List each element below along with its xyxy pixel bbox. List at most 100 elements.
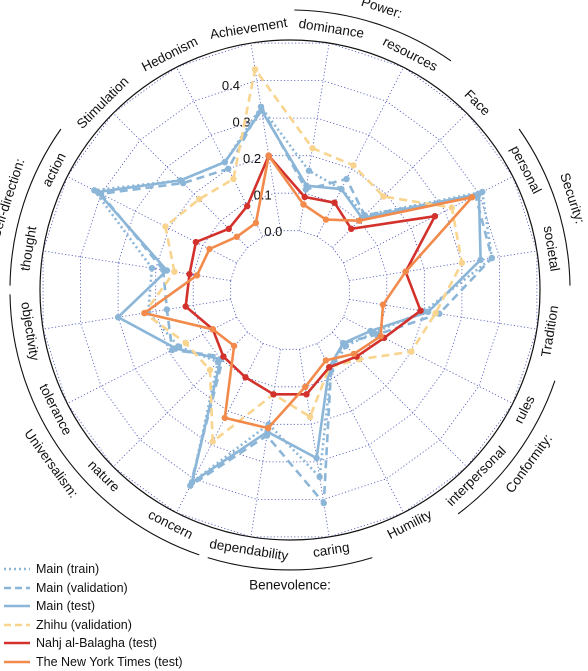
- legend-item: Zhihu (validation): [4, 616, 254, 635]
- data-point: [221, 158, 228, 166]
- radial-tick-label: 0.1: [254, 187, 272, 202]
- axis-label-face: Face: [461, 87, 493, 119]
- data-point: [306, 413, 314, 420]
- data-point: [322, 357, 330, 364]
- grid-spoke: [250, 43, 281, 231]
- axis-labels: thoughtactionStimulationHedonismAchievem…: [17, 15, 562, 564]
- group-arc: [518, 128, 571, 286]
- axis-label-objectivity: objectivity: [18, 301, 42, 362]
- legend-item: Main (test): [4, 597, 254, 616]
- group-label-security-: Security:: [557, 171, 587, 226]
- radial-tick-label: 0.0: [264, 224, 282, 239]
- series-line: [93, 105, 494, 484]
- data-point: [225, 165, 232, 172]
- grid-spoke: [43, 299, 231, 330]
- radial-tick-label: 0.3: [232, 114, 250, 129]
- grid-spoke: [349, 250, 537, 281]
- data-point: [302, 383, 309, 390]
- group-label-benevolence-: Benevolence:: [249, 578, 331, 593]
- legend-swatch: [4, 567, 30, 571]
- data-point: [303, 391, 310, 398]
- legend-label: Main (validation): [36, 580, 128, 595]
- data-point: [258, 107, 265, 114]
- data-point: [380, 193, 387, 200]
- legend-label: Nahj al-Balagha (test): [36, 636, 157, 651]
- data-point: [94, 188, 101, 196]
- data-point: [265, 152, 272, 159]
- data-point: [192, 238, 200, 246]
- data-point: [206, 245, 213, 253]
- data-point: [379, 301, 387, 308]
- data-point: [326, 364, 333, 371]
- axis-label-achievement: Achievement: [209, 15, 289, 42]
- data-point: [468, 194, 476, 201]
- axis-label-stimulation: Stimulation: [74, 74, 132, 132]
- data-point: [431, 213, 439, 220]
- data-point: [206, 366, 214, 374]
- data-point: [348, 225, 355, 232]
- data-point: [209, 438, 216, 445]
- series-5: [141, 152, 476, 432]
- data-point: [488, 254, 496, 262]
- data-point: [196, 196, 203, 203]
- grid-ring-4: [80, 80, 500, 500]
- data-point: [270, 391, 277, 398]
- legend-swatch: [4, 641, 30, 645]
- data-point: [251, 66, 259, 73]
- data-point: [331, 199, 338, 206]
- group-arc: [9, 294, 200, 556]
- data-point: [367, 327, 374, 335]
- axis-label-thought: thought: [17, 225, 39, 272]
- data-point: [193, 272, 201, 279]
- data-point: [171, 268, 178, 275]
- data-point: [343, 175, 350, 183]
- legend-item: Nahj al-Balagha (test): [4, 634, 254, 653]
- grid-spoke: [349, 299, 537, 330]
- grid-spoke: [299, 349, 330, 537]
- grid-spoke: [67, 316, 237, 404]
- group-arc: [457, 380, 556, 515]
- data-point: [172, 345, 179, 352]
- grid-ring-0: [230, 230, 350, 350]
- data-point: [402, 268, 409, 275]
- group-label-power-: Power:: [359, 0, 404, 21]
- data-point: [300, 201, 307, 208]
- data-point: [322, 216, 330, 223]
- data-point: [356, 217, 363, 224]
- axis-label-tradition: Tradition: [538, 304, 561, 358]
- data-point: [448, 204, 455, 211]
- data-point: [182, 339, 189, 347]
- data-point: [305, 167, 313, 174]
- legend-swatch: [4, 586, 30, 590]
- group-label-universalism-: Universalism:: [21, 426, 81, 500]
- grid-spoke: [343, 176, 513, 264]
- data-point: [114, 314, 122, 321]
- data-point: [350, 162, 357, 169]
- data-point: [252, 219, 260, 227]
- data-point: [350, 350, 358, 358]
- legend-swatch: [4, 623, 30, 627]
- axis-label-dominance: dominance: [298, 16, 366, 41]
- data-point: [233, 233, 240, 240]
- grid-ring-3: [117, 117, 463, 463]
- grid-spoke: [316, 67, 404, 237]
- legend-label: Zhihu (validation): [36, 617, 132, 632]
- outer-circle: [39, 39, 541, 541]
- series-layer: [91, 66, 496, 507]
- data-point: [417, 307, 424, 314]
- data-point: [220, 353, 227, 360]
- data-point: [320, 499, 327, 507]
- group-arc: [9, 128, 62, 286]
- data-point: [148, 264, 156, 272]
- legend-label: The New York Times (test): [36, 654, 183, 669]
- grid-spoke: [332, 112, 468, 248]
- axis-label-societal: societal: [541, 225, 563, 273]
- grid-spoke: [250, 349, 281, 537]
- data-point: [225, 225, 232, 232]
- axis-label-personal: personal: [508, 143, 545, 196]
- data-point: [163, 306, 171, 313]
- grid-spoke: [176, 343, 264, 513]
- axis-label-caring: caring: [312, 539, 351, 560]
- data-point: [230, 342, 238, 350]
